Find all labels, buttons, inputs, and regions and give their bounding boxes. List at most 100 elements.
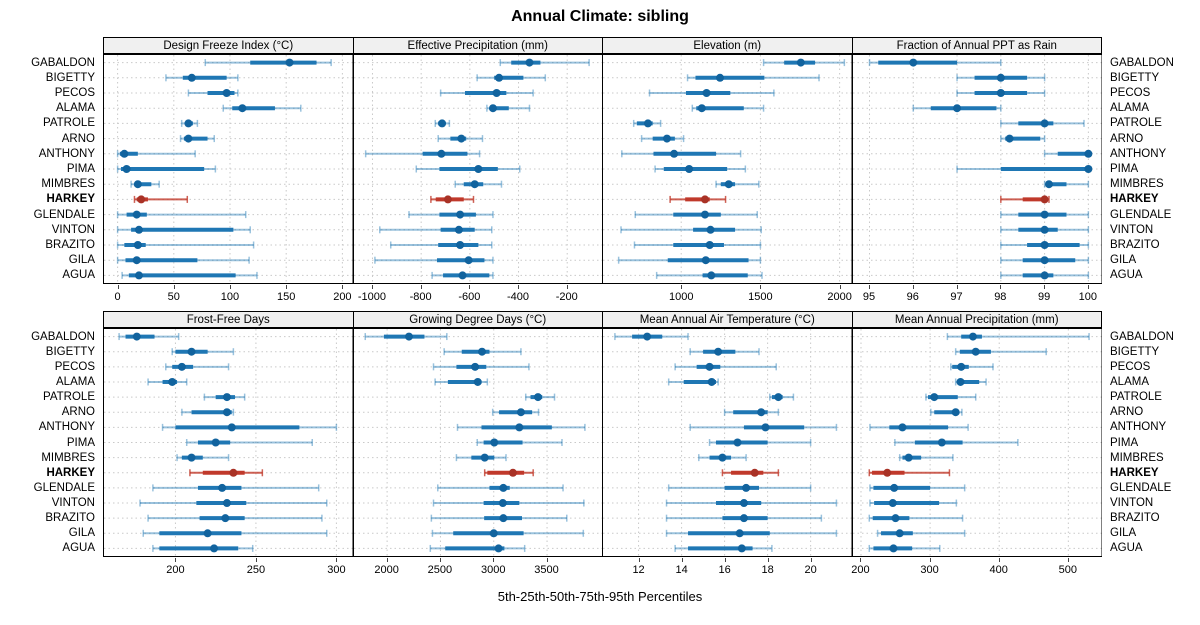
axis-tick-label: -400 bbox=[507, 291, 530, 303]
panel bbox=[602, 328, 853, 562]
median-dot bbox=[724, 180, 733, 189]
median-dot bbox=[1083, 149, 1092, 158]
median-dot bbox=[971, 347, 980, 356]
median-dot bbox=[956, 377, 965, 386]
median-dot bbox=[716, 73, 725, 82]
median-dot bbox=[218, 483, 227, 492]
median-dot bbox=[222, 499, 231, 508]
axis-tick bbox=[255, 558, 257, 562]
axis-tick bbox=[869, 285, 870, 289]
station-label-left: ALAMA bbox=[56, 102, 95, 115]
axis-tick-label: 2500 bbox=[427, 564, 453, 576]
axis-tick bbox=[342, 285, 344, 289]
median-dot bbox=[229, 468, 238, 477]
station-label-right: VINTON bbox=[1110, 497, 1154, 510]
median-dot bbox=[774, 393, 783, 402]
axis-tick-label: 50 bbox=[167, 291, 180, 303]
median-dot bbox=[222, 89, 231, 97]
median-dot bbox=[643, 332, 652, 341]
median-dot bbox=[735, 529, 744, 538]
station-label-right: MIMBRES bbox=[1110, 451, 1164, 464]
median-dot bbox=[956, 362, 965, 371]
median-dot bbox=[137, 195, 146, 204]
median-dot bbox=[895, 529, 904, 538]
station-label-right: VINTON bbox=[1110, 223, 1154, 236]
station-label-right: BIGETTY bbox=[1110, 71, 1160, 84]
median-dot bbox=[498, 514, 507, 523]
median-dot bbox=[996, 73, 1005, 82]
station-label-right: AGUA bbox=[1110, 542, 1143, 555]
axis-tick bbox=[1000, 285, 1002, 289]
station-label-left: BRAZITO bbox=[45, 512, 95, 525]
station-label-left: AGUA bbox=[62, 542, 95, 555]
median-dot bbox=[908, 58, 917, 67]
axis-tick bbox=[1044, 285, 1046, 289]
median-dot bbox=[437, 119, 446, 128]
axis-tick-label: 400 bbox=[989, 564, 1008, 576]
station-label-left: GLENDALE bbox=[33, 208, 95, 221]
axis-tick-label: 300 bbox=[920, 564, 939, 576]
median-dot bbox=[701, 256, 710, 265]
median-dot bbox=[492, 89, 501, 97]
axis-tick bbox=[1067, 558, 1069, 562]
median-dot bbox=[1040, 241, 1049, 249]
axis-tick-label: 200 bbox=[333, 291, 352, 303]
median-dot bbox=[477, 347, 486, 356]
median-dot bbox=[707, 377, 716, 386]
station-label-left: GILA bbox=[68, 254, 95, 267]
station-label-left: HARKEY bbox=[46, 193, 95, 206]
axis-tick bbox=[175, 558, 177, 562]
median-dot bbox=[132, 332, 141, 341]
median-dot bbox=[888, 499, 897, 508]
x-axis-caption: 5th-25th-50th-75th-95th Percentiles bbox=[497, 589, 703, 604]
median-dot bbox=[184, 134, 193, 143]
axis-tick bbox=[420, 285, 422, 289]
median-dot bbox=[929, 393, 938, 402]
median-dot bbox=[1044, 180, 1053, 189]
median-dot bbox=[706, 225, 715, 234]
station-label-left: PIMA bbox=[66, 436, 95, 449]
median-dot bbox=[1040, 271, 1049, 280]
median-dot bbox=[470, 180, 479, 189]
median-dot bbox=[464, 256, 473, 265]
station-label-right: GLENDALE bbox=[1110, 481, 1172, 494]
median-dot bbox=[404, 332, 413, 341]
station-label-left: GABALDON bbox=[31, 330, 95, 343]
axis-tick-label: 0 bbox=[114, 291, 121, 303]
axis-tick bbox=[439, 558, 441, 562]
axis-tick-label: -800 bbox=[409, 291, 432, 303]
station-label-left: ARNO bbox=[61, 132, 95, 145]
axis-tick bbox=[760, 285, 762, 289]
median-dot bbox=[133, 241, 142, 249]
median-dot bbox=[455, 210, 464, 219]
axis-tick bbox=[493, 558, 495, 562]
axis-tick-label: 12 bbox=[632, 564, 645, 576]
axis-tick bbox=[724, 558, 726, 562]
median-dot bbox=[455, 241, 464, 249]
station-label-left: PECOS bbox=[54, 87, 95, 99]
median-dot bbox=[705, 241, 714, 249]
panel-title: Mean Annual Precipitation (mm) bbox=[851, 311, 1102, 328]
station-label-left: HARKEY bbox=[46, 466, 95, 479]
axis-tick-label: 16 bbox=[718, 564, 731, 576]
median-dot bbox=[750, 468, 759, 477]
median-dot bbox=[238, 104, 247, 113]
station-label-left: ARNO bbox=[61, 406, 95, 419]
station-label-right: HARKEY bbox=[1110, 193, 1159, 206]
station-label-right: ANTHONY bbox=[1110, 421, 1167, 434]
median-dot bbox=[222, 393, 231, 402]
station-label-left: VINTON bbox=[51, 223, 95, 236]
median-dot bbox=[458, 271, 467, 280]
axis-tick bbox=[286, 285, 288, 289]
median-dot bbox=[952, 104, 961, 113]
axis-tick-label: 14 bbox=[675, 564, 688, 576]
axis-tick-label: 500 bbox=[1058, 564, 1077, 576]
axis-tick bbox=[566, 285, 568, 289]
station-label-right: GLENDALE bbox=[1110, 208, 1172, 221]
axis-tick bbox=[860, 558, 862, 562]
axis-tick-label: 2000 bbox=[827, 291, 852, 303]
station-label-right: AGUA bbox=[1110, 269, 1143, 282]
median-dot bbox=[436, 149, 445, 158]
axis-tick bbox=[117, 285, 119, 289]
